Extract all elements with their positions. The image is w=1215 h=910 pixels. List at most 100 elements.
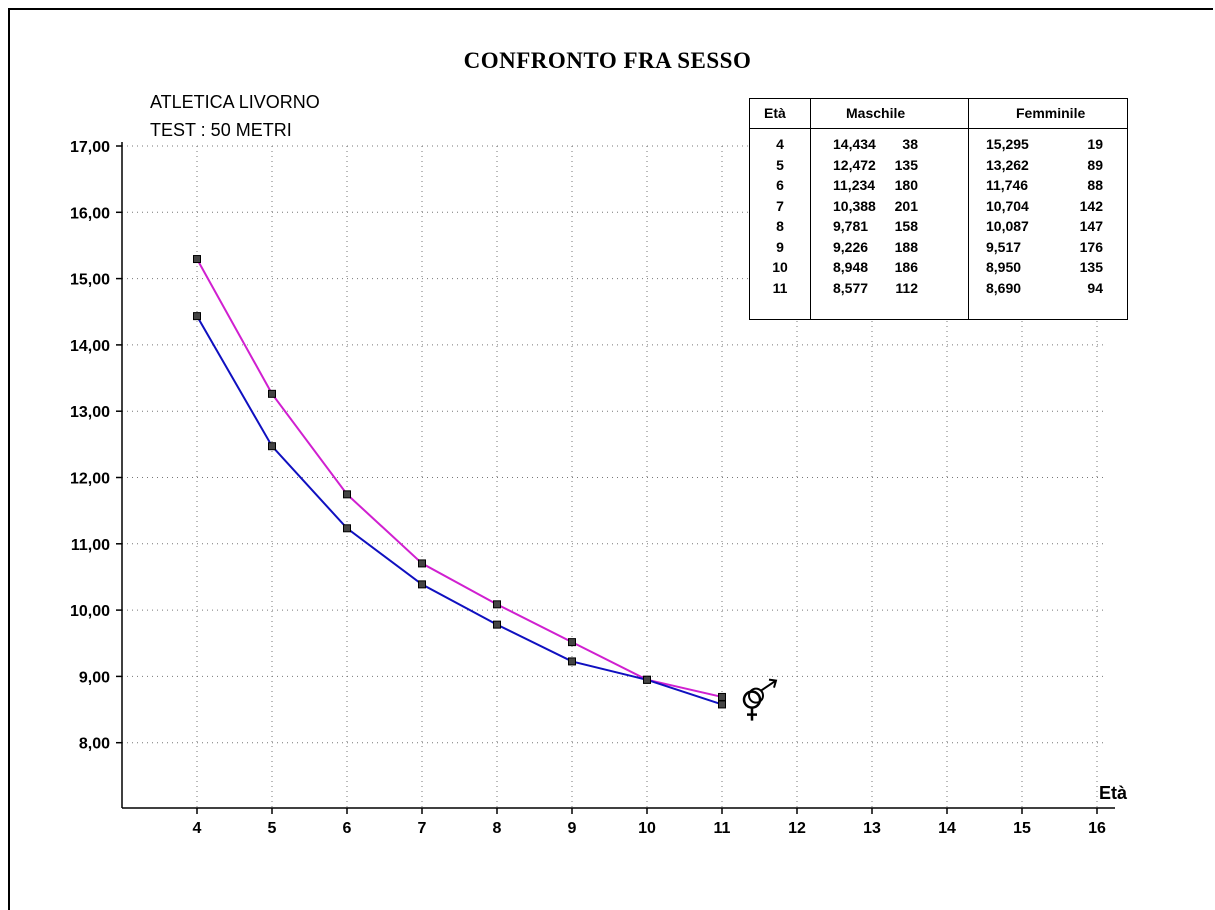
x-tick-label: 13	[863, 820, 881, 837]
male-symbol-arrow	[760, 679, 777, 692]
series-line	[196, 315, 723, 706]
series-line	[196, 258, 723, 698]
y-tick-label: 16,00	[70, 205, 110, 222]
y-tick-label: 9,00	[79, 669, 110, 686]
cell-f-n: 147	[1079, 218, 1103, 234]
data-point-marker	[418, 559, 426, 568]
table-row: 6 11,234 180 11,746 88	[750, 177, 1127, 196]
cell-f-n: 89	[1087, 156, 1103, 173]
data-point-marker	[568, 638, 576, 647]
y-tick-label: 11,00	[71, 537, 110, 554]
male-female-symbol-icon	[742, 678, 778, 721]
x-tick-label: 7	[418, 820, 427, 837]
table-divider	[968, 99, 969, 319]
data-point-marker	[268, 389, 276, 398]
data-point-marker	[568, 657, 576, 666]
female-symbol-circle	[742, 690, 762, 709]
cell-m-time: 14,434	[833, 136, 876, 152]
window-frame	[8, 8, 1213, 910]
cell-m-n: 188	[894, 238, 918, 255]
cell-f-time: 13,262	[986, 156, 1029, 173]
x-tick-label: 16	[1088, 820, 1106, 837]
data-point-marker	[268, 442, 276, 451]
data-point-marker	[193, 255, 201, 264]
cell-m-time: 12,472	[833, 156, 876, 173]
club-label: ATLETICA LIVORNO	[150, 92, 320, 112]
table-row: 4 14,434 38 15,295 19	[750, 136, 1127, 155]
data-point-marker	[643, 675, 651, 684]
cell-age: 7	[776, 197, 784, 214]
cell-m-n: 112	[895, 279, 918, 296]
y-tick-label: 15,00	[70, 272, 110, 289]
x-tick-label: 11	[714, 820, 731, 837]
x-tick-label: 4	[193, 820, 202, 837]
cell-f-time: 11,746	[986, 177, 1029, 193]
cell-f-n: 94	[1087, 279, 1103, 296]
cell-age: 9	[776, 238, 784, 255]
x-tick-label: 5	[268, 820, 277, 837]
x-tick-label: 14	[938, 820, 956, 837]
data-point-marker	[493, 620, 501, 629]
cell-m-time: 8,577	[833, 279, 869, 296]
cell-f-n: 88	[1087, 177, 1103, 193]
cell-m-n: 201	[894, 197, 918, 214]
cell-m-time: 10,388	[833, 197, 876, 214]
table-divider	[810, 99, 811, 319]
data-table: Età Maschile Femminile 4 14,434 38 15,295 19…	[749, 98, 1128, 320]
table-row: 9 9,226 188 9,517 176	[750, 239, 1127, 258]
y-tick-label: 10,00	[70, 603, 110, 620]
cell-m-n: 186	[894, 259, 918, 275]
x-tick-label: 15	[1013, 820, 1031, 837]
cell-m-n: 180	[894, 177, 918, 193]
cell-f-time: 9,517	[986, 238, 1022, 255]
cell-f-time: 10,704	[986, 197, 1029, 214]
y-tick-label: 8,00	[79, 736, 110, 753]
x-tick-label: 6	[343, 820, 352, 837]
cell-m-time: 8,948	[833, 259, 869, 275]
cell-f-time: 8,950	[986, 259, 1022, 275]
test-label: TEST : 50 METRI	[150, 120, 292, 140]
cell-age: 4	[776, 136, 784, 152]
cell-f-time: 10,087	[986, 218, 1029, 234]
cell-f-n: 19	[1087, 136, 1103, 152]
cell-m-n: 158	[894, 218, 918, 234]
data-point-marker	[718, 700, 726, 709]
cell-m-n: 38	[902, 136, 918, 152]
cell-f-time: 8,690	[986, 279, 1022, 296]
x-tick-label: 9	[568, 820, 577, 837]
cell-age: 6	[776, 177, 784, 193]
table-row: 7 10,388 201 10,704 142	[750, 198, 1127, 217]
cell-m-n: 135	[894, 156, 918, 173]
y-tick-label: 12,00	[70, 471, 110, 488]
header-female: Femminile	[1016, 105, 1086, 121]
series-lines	[193, 255, 726, 709]
data-point-marker	[718, 692, 726, 701]
cell-m-time: 11,234	[833, 177, 876, 193]
data-point-marker	[343, 490, 351, 499]
cell-f-n: 142	[1079, 197, 1103, 214]
table-row: 5 12,472 135 13,262 89	[750, 157, 1127, 176]
cell-age: 8	[776, 218, 784, 234]
y-tick-label: 14,00	[70, 338, 110, 355]
y-tick-label: 17,00	[70, 139, 110, 156]
data-point-marker	[493, 600, 501, 609]
header-age: Età	[764, 105, 786, 121]
table-row: 10 8,948 186 8,950 135	[750, 259, 1127, 278]
male-symbol-circle	[748, 687, 764, 704]
cell-f-n: 176	[1079, 238, 1103, 255]
x-tick-label: 12	[788, 820, 806, 837]
data-point-marker	[343, 524, 351, 533]
x-tick-label: 8	[493, 820, 502, 837]
cell-age: 5	[776, 156, 784, 173]
cell-f-time: 15,295	[986, 136, 1029, 152]
table-row: 11 8,577 112 8,690 94	[750, 280, 1127, 299]
cell-m-time: 9,226	[833, 238, 869, 255]
data-point-marker	[193, 312, 201, 321]
cell-f-n: 135	[1079, 259, 1103, 275]
table-row: 8 9,781 158 10,087 147	[750, 218, 1127, 237]
y-tick-label: 13,00	[70, 404, 110, 421]
cell-age: 11	[772, 279, 788, 296]
cell-age: 10	[772, 259, 788, 275]
header-male: Maschile	[846, 105, 906, 121]
chart-title: CONFRONTO FRA SESSO	[463, 48, 752, 73]
